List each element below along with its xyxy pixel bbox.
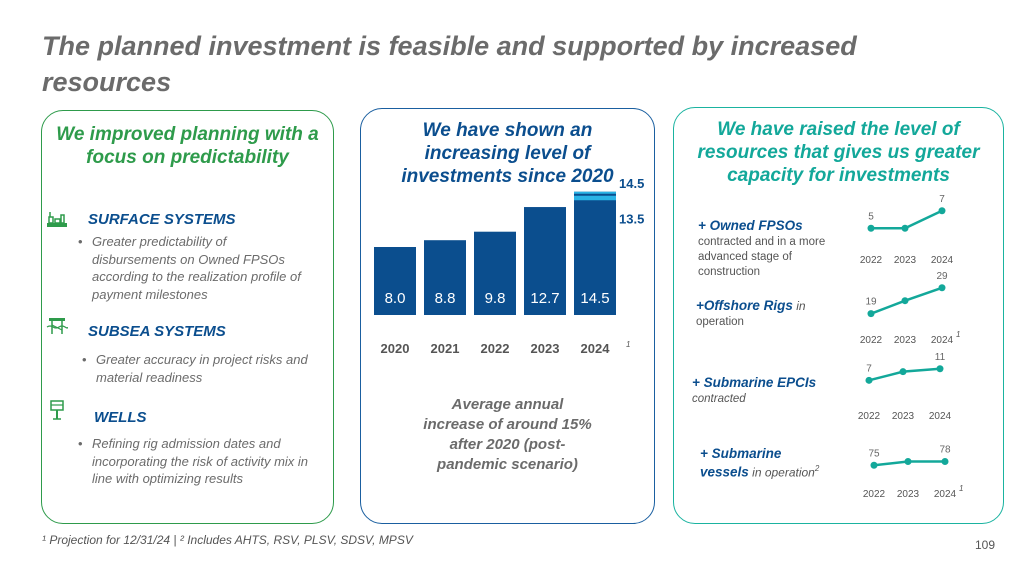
page-number: 109 [974,538,995,552]
bar-value-2024: 14.5 [580,290,609,307]
offshore-rigs-title-text: +Offshore Rigs [696,298,793,313]
surface-systems-title: SURFACE SYSTEMS [88,211,236,228]
x-tick-2022: 2022 [481,341,510,356]
planning-panel: We improved planning with a focus on pre… [41,110,334,524]
line-label-2-2022: 19 [865,297,877,308]
bar-2022 [474,231,516,315]
line-x-tick-3-2023: 2023 [892,411,915,422]
owned-fpsos-title: + Owned FPSOs [698,218,803,233]
line-x-tick-1-2024: 2024 [931,255,954,266]
line-x-tick-3-2024: 2024 [929,411,952,422]
bar-2020 [374,247,416,315]
bullet-dot: • [82,352,87,367]
offshore-rigs-title-sub: in [792,299,806,313]
submarine-vessels-desc-sub: in operation [748,465,815,480]
planning-heading: We improved planning with a focus on pre… [56,124,319,168]
owned-fpsos-title-text: + Owned FPSOs [698,218,803,233]
line-label-1-2022: 5 [868,211,874,222]
submarine-vessels-desc-sup: 2 [814,464,820,473]
line-point-4-2022 [870,461,878,469]
line-point-4-2023 [904,458,912,465]
line-label-4-2024: 78 [939,445,951,456]
submarine-epcis-title-text: + Submarine EPCIs [692,375,817,390]
bar-2024 [574,191,616,315]
surface-systems-bullet: • Greater predictability of disbursements… [78,233,312,303]
line-point-1-2024 [938,207,946,215]
drilling-rig-icon [50,400,64,420]
subsea-systems-text: Greater accuracy in project risks and ma… [96,352,308,385]
surface-systems-text: Greater predictability of disbursements … [92,234,301,302]
bullet-dot: • [78,436,83,451]
wells-text: Refining rig admission dates and incorpo… [92,436,309,486]
bar-value-2021: 8.8 [435,290,456,307]
x-tick-2021: 2021 [431,341,460,356]
page-title: The planned investment is feasible and s… [42,31,857,97]
line-point-1-2023 [901,224,909,232]
submarine-vessels-title: + Submarine [700,446,781,461]
line-x-tick-4-2022: 2022 [863,489,886,500]
vessel-icon [47,212,67,227]
range-high-label: 14.5 [619,176,644,191]
submarine-epcis-title: + Submarine EPCIs [692,375,816,390]
line-point-2-2022 [867,310,875,318]
bar-footnote-mark: 1 [626,340,630,349]
investment-bar-chart: 8.0 2020 8.8 2021 9.8 2022 12.7 2023 14.5 2024 14.… [374,176,644,356]
bar-value-2023: 12.7 [530,290,559,307]
bar-value-2020: 8.0 [385,290,406,307]
line-x-tick-3-2022: 2022 [858,411,881,422]
submarine-vessels-title-text: + Submarine [700,446,782,461]
average-increase-note: Average annual increase of around 15% af… [423,396,592,473]
line-x-tick-4-2024: 2024 [934,489,957,500]
bar-2023 [524,207,566,315]
line-point-3-2024 [936,365,944,373]
submarine-epcis-desc: contracted [692,393,746,405]
bar-2021 [424,240,466,315]
offshore-rigs-desc: operation [696,316,744,328]
line-point-3-2022 [865,376,873,384]
x-tick-2020: 2020 [381,341,410,356]
owned-fpsos-desc: contracted and in a more advanced stage … [698,236,826,278]
line-x-tick-1-2022: 2022 [860,255,883,266]
investment-panel: We have shown an increasing level of inv… [360,108,655,524]
wells-bullet: • Refining rig admission dates and incorp… [78,435,320,488]
line-point-3-2023 [899,368,907,376]
x-tick-2023: 2023 [531,341,560,356]
subsea-platform-icon [46,318,68,334]
range-low-label: 13.5 [619,211,644,226]
x-tick-2024: 2024 [581,341,611,356]
line-point-2-2024 [938,284,946,292]
submarine-vessels-desc: vessels in operation2 [700,464,819,480]
bullet-dot: • [78,234,83,249]
offshore-rigs-title: +Offshore Rigs in [696,298,806,313]
bar-value-2022: 9.8 [485,290,506,307]
submarine-vessels-desc-text: vessels [700,464,749,480]
line-point-1-2022 [867,224,875,232]
line-point-4-2024 [941,458,949,465]
line-point-2-2023 [901,297,909,305]
range-highlight-2024 [574,191,616,201]
subsea-systems-bullet: • Greater accuracy in project risks and m… [82,351,316,386]
line-x-tick-2-2024: 2024 [931,335,954,346]
resources-heading: We have raised the level of resources th… [697,119,980,186]
line-label-4-2022: 75 [868,448,880,459]
line-footnote-mark-4: 1 [959,484,963,493]
footnote: ¹ Projection for 12/31/24 | ² Includes A… [42,533,413,547]
line-x-tick-4-2023: 2023 [897,489,920,500]
line-footnote-mark-2: 1 [956,330,960,339]
resources-panel: We have raised the level of resources th… [673,107,1004,524]
line-x-tick-1-2023: 2023 [894,255,917,266]
line-label-1-2024: 7 [939,194,945,205]
investment-heading: We have shown an increasing level of inv… [401,120,614,187]
line-label-2-2024: 29 [936,271,948,282]
wells-title: WELLS [94,409,147,426]
subsea-systems-title: SUBSEA SYSTEMS [88,323,226,340]
line-label-3-2022: 7 [866,363,872,374]
line-x-tick-2-2022: 2022 [860,335,883,346]
line-label-3-2024: 11 [935,352,946,363]
line-x-tick-2-2023: 2023 [894,335,917,346]
